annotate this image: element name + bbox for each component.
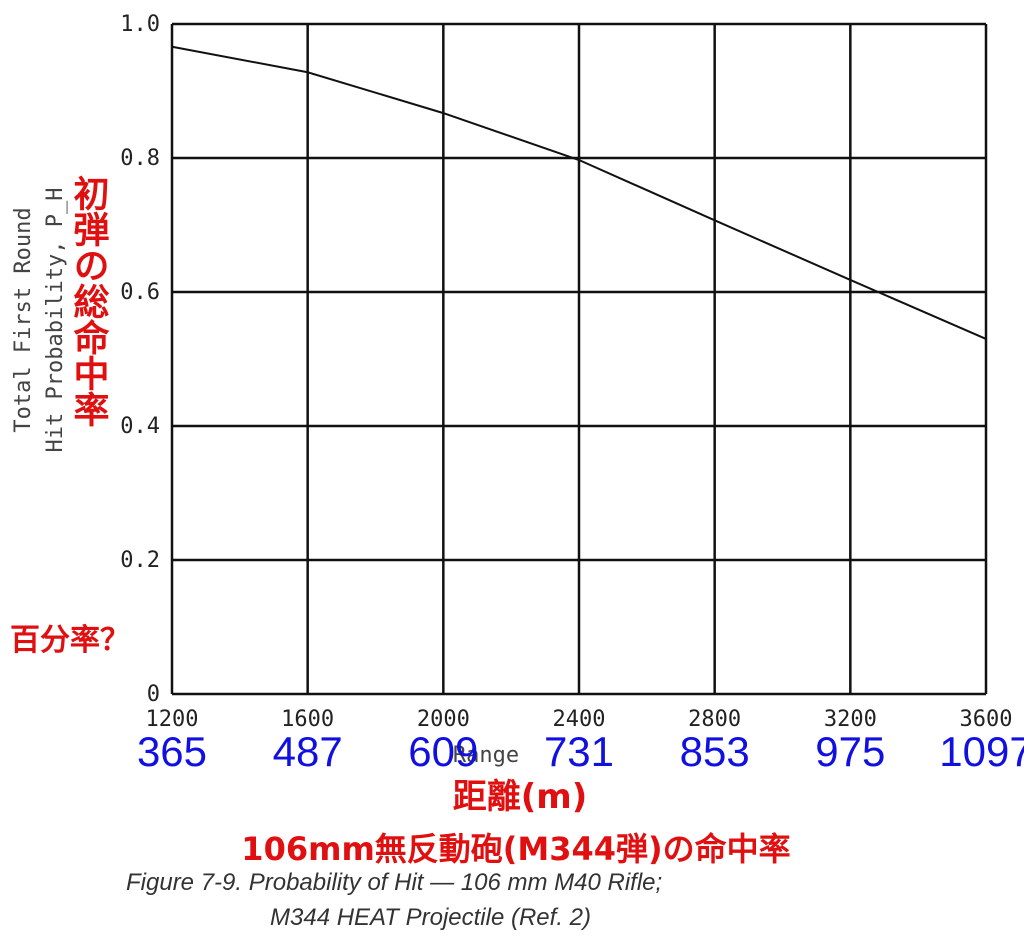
y-tick-label: 0.8 bbox=[120, 146, 160, 171]
metric-tick-label: 853 bbox=[680, 728, 750, 775]
y-tick-label: 1.0 bbox=[120, 12, 160, 37]
x-tick-label: 2800 bbox=[688, 707, 741, 732]
y-tick-label: 0 bbox=[147, 682, 160, 707]
metric-tick-label: 731 bbox=[544, 728, 614, 775]
annotation: 距離(m) bbox=[453, 777, 588, 817]
y-tick-label: 0.4 bbox=[120, 414, 160, 439]
metric-tick-label: 487 bbox=[273, 728, 343, 775]
metric-tick-label: 365 bbox=[137, 728, 207, 775]
x-tick-label: 2400 bbox=[553, 707, 606, 732]
x-tick-label: 1600 bbox=[281, 707, 334, 732]
annotation: 106mm無反動砲(M344弾)の命中率 bbox=[241, 830, 790, 868]
x-axis-label: Range bbox=[453, 743, 519, 768]
y-axis-label: Hit Probability, P_H bbox=[43, 188, 68, 453]
x-tick-label: 1200 bbox=[146, 707, 199, 732]
x-tick-label: 3200 bbox=[824, 707, 877, 732]
caption: Figure 7-9. Probability of Hit — 106 mm … bbox=[126, 869, 662, 896]
y-tick-label: 0.6 bbox=[120, 280, 160, 305]
annotation: 百分率？ bbox=[10, 623, 130, 658]
data-line bbox=[171, 45, 987, 340]
metric-tick-label: 609 bbox=[408, 728, 478, 775]
x-tick-label: 2000 bbox=[417, 707, 470, 732]
y-tick-label: 0.2 bbox=[120, 548, 160, 573]
metric-tick-label: 1097 bbox=[939, 728, 1024, 775]
annotation: 初弾の総命中率 bbox=[68, 175, 110, 427]
x-tick-label: 3600 bbox=[960, 707, 1013, 732]
y-axis-label: Total First Round bbox=[11, 207, 36, 432]
caption: M344 HEAT Projectile (Ref. 2) bbox=[270, 904, 591, 931]
metric-tick-label: 975 bbox=[815, 728, 885, 775]
